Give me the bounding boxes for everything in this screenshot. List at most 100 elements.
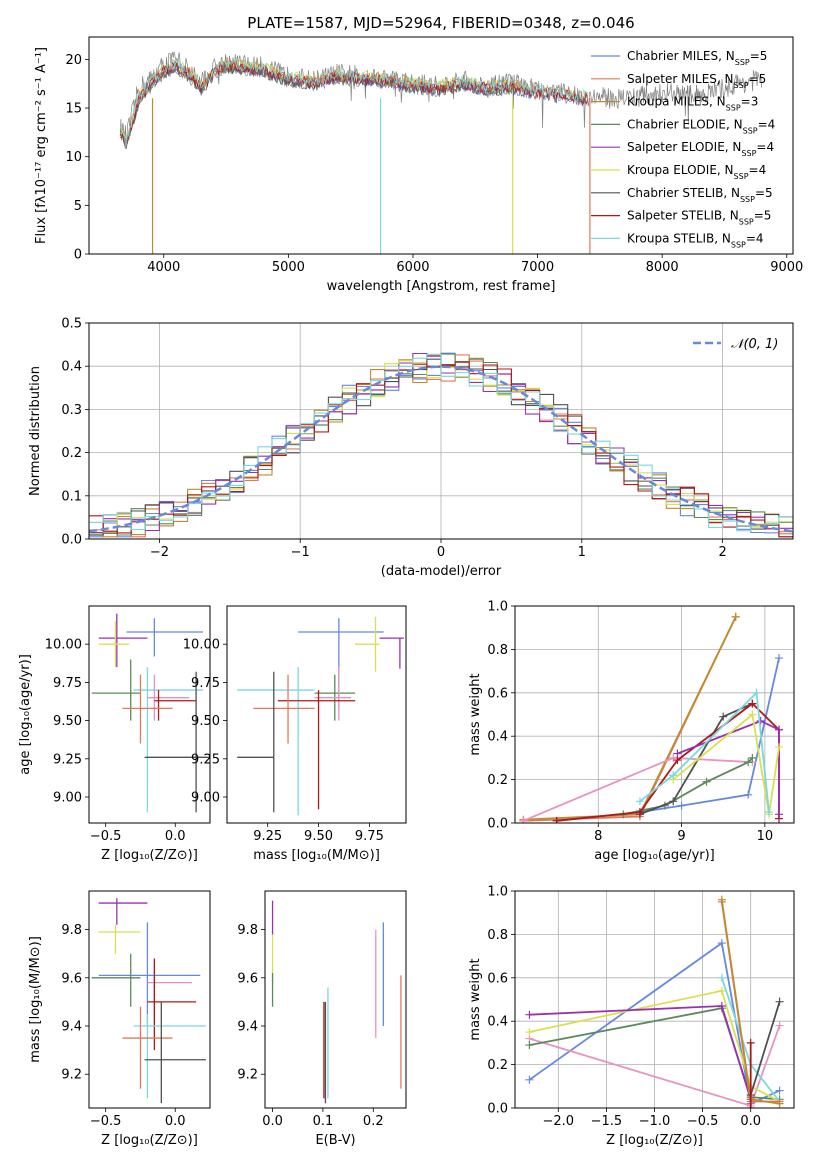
plot-area (519, 612, 784, 823)
x-tick-label: 9.50 (304, 829, 333, 844)
error-bar-point (237, 671, 275, 813)
y-tick-label: 10 (65, 150, 82, 165)
axes-frame: 8 9 10 0.0 0.2 0.4 0.6 0.8 1.0 age [log₁₀(age/yr)… (468, 600, 795, 863)
x-tick-label: −1.0 (639, 1114, 671, 1129)
error-bar-point (98, 621, 130, 668)
residual-histogram (89, 354, 793, 538)
weight-series-line (639, 690, 770, 813)
y-tick-label: 0.1 (61, 489, 82, 504)
y-tick-label: 20 (65, 53, 82, 68)
x-tick-label: 1 (578, 545, 586, 560)
y-tick-label: 0.0 (61, 533, 82, 548)
y-tick-label: 0.8 (487, 643, 508, 658)
weight-marker (775, 654, 784, 663)
weight-marker (744, 790, 753, 799)
weight-marker (677, 801, 686, 810)
weight-marker (717, 895, 726, 904)
weight-marker (719, 712, 728, 721)
error-bar-point (237, 667, 315, 816)
axes-box (88, 890, 211, 1109)
weight-marker (748, 753, 757, 762)
y-tick-label: 0.5 (61, 317, 82, 332)
x-tick-label: 2 (718, 545, 726, 560)
y-tick-label: 9.2 (61, 1068, 82, 1083)
legend-label: Kroupa MILES, NSSP=3 (627, 95, 758, 113)
panel-residuals: −2 −1 0 1 2 0.0 0.1 0.2 0.3 0.4 0.5 (data-model)/er… (28, 317, 794, 579)
error-bar-point (91, 659, 141, 721)
x-tick-label: 0.1 (313, 1114, 334, 1129)
weight-marker (775, 1021, 784, 1030)
x-tick-label: 9.75 (355, 829, 384, 844)
x-tick-label: 8000 (646, 260, 679, 275)
x-tick-label: 9.25 (253, 829, 282, 844)
y-tick-label: 0.6 (487, 686, 508, 701)
legend-label: Chabrier ELODIE, NSSP=4 (627, 117, 775, 135)
y-tick-label: 9.00 (53, 791, 82, 806)
legend-label: Salpeter MILES, NSSP=5 (627, 72, 766, 90)
weight-marker (702, 777, 711, 786)
y-axis-label: Normed distribution (28, 366, 43, 496)
error-bar-point (133, 667, 204, 813)
x-tick-label: 4000 (147, 260, 180, 275)
weight-marker (525, 1028, 534, 1037)
panel-weight_vs_Z: −2.0 −1.5 −1.0 −0.5 0.0 0.0 0.2 0.4 0.6 0.8 1.0 Z [… (468, 885, 795, 1148)
y-axis-label: mass weight (468, 673, 483, 755)
y-tick-label: 0.4 (487, 1015, 508, 1030)
weight-marker (669, 753, 678, 762)
legend-label: 𝒩(0, 1) (731, 337, 778, 352)
error-bar-point (147, 958, 197, 1051)
weight-marker (756, 717, 765, 726)
x-axis-label: Z [log₁₀(Z/Z⊙)] (606, 1133, 703, 1148)
x-tick-label: −0.5 (90, 1114, 122, 1129)
x-tick-label: −0.5 (90, 829, 122, 844)
y-tick-label: 10.00 (45, 638, 82, 653)
x-axis-label: E(B-V) (315, 1133, 355, 1148)
error-bar-point (98, 922, 201, 1027)
x-tick-label: 0.0 (262, 1114, 283, 1129)
weight-series-line (749, 1001, 781, 1096)
weight-series-line (556, 657, 780, 822)
weight-marker (717, 973, 726, 982)
x-tick-label: −2 (150, 545, 169, 560)
y-axis-label: Flux [fλ10⁻¹⁷ erg cm⁻² s⁻¹ A⁻¹] (34, 47, 49, 244)
x-tick-label: 7000 (521, 260, 554, 275)
axes-frame: −2 −1 0 1 2 0.0 0.1 0.2 0.3 0.4 0.5 (data-model)/er… (28, 317, 794, 579)
plot-area (237, 616, 404, 816)
weight-marker (746, 1104, 755, 1108)
y-tick-label: 0.8 (487, 928, 508, 943)
axes-frame: −2.0 −1.5 −1.0 −0.5 0.0 0.0 0.2 0.4 0.6 0.8 1.0 Z [… (468, 885, 795, 1148)
error-bar-point (133, 1013, 206, 1099)
legend-label: Salpeter ELODIE, NSSP=4 (627, 140, 774, 158)
plot-area (119, 51, 762, 254)
weight-marker (775, 743, 784, 752)
y-axis-label: mass weight (468, 958, 483, 1040)
weight-marker (717, 986, 726, 995)
weight-marker (635, 797, 644, 806)
y-tick-label: 9.6 (237, 971, 258, 986)
weight-marker (744, 758, 753, 767)
weight-marker (775, 1086, 784, 1095)
error-bar-point (98, 924, 141, 954)
y-tick-label: 9.2 (237, 1068, 258, 1083)
x-tick-label: 0.2 (363, 1114, 384, 1129)
weight-series-line (529, 1005, 752, 1100)
error-bar-point (144, 1001, 206, 1104)
weight-marker (775, 810, 784, 819)
weight-marker (525, 1010, 534, 1019)
x-tick-label: −1.5 (591, 1114, 623, 1129)
y-tick-label: 9.75 (191, 676, 220, 691)
plot-area (271, 900, 402, 1104)
y-tick-label: 1.0 (487, 885, 508, 900)
weight-marker (775, 725, 784, 734)
y-tick-label: 0.0 (487, 817, 508, 832)
panel-mass_vs_Z: −0.5 0.0 9.2 9.4 9.6 9.8 Z [log₁₀(Z/Z⊙)] mass [… (28, 890, 211, 1148)
axes-frame: 4000 5000 6000 7000 8000 9000 0 5 10 15 20 waveleng… (34, 36, 803, 294)
error-bar-point (122, 674, 173, 744)
y-tick-label: 10.00 (183, 638, 220, 653)
x-axis-label: age [log₁₀(age/yr)] (594, 848, 715, 863)
y-tick-label: 5 (74, 199, 82, 214)
x-axis-label: Z [log₁₀(Z/Z⊙)] (101, 1133, 198, 1148)
x-tick-label: 6000 (396, 260, 429, 275)
x-tick-label: 0 (437, 545, 445, 560)
y-tick-label: 0.4 (61, 360, 82, 375)
